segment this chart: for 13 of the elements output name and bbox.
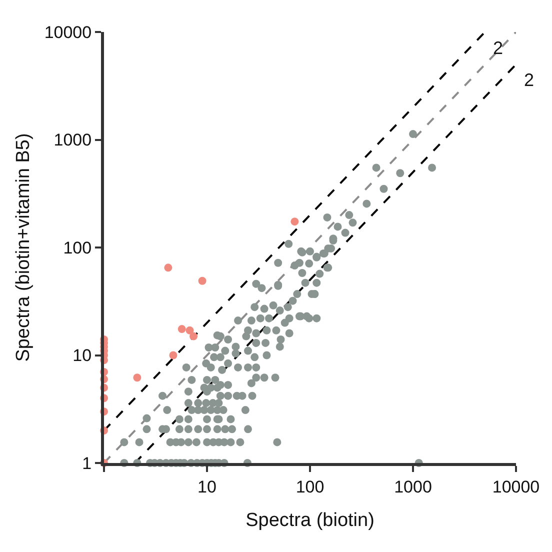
y-tick-label: 100 — [63, 238, 92, 258]
annotation: 2 — [524, 70, 534, 90]
x-axis-title: Spectra (biotin) — [246, 510, 374, 532]
x-tick-label: 100 — [296, 477, 324, 496]
annotation: 2 — [493, 38, 504, 58]
y-tick-label: 1000 — [54, 130, 92, 150]
y-tick-label: 10 — [72, 346, 92, 366]
y-axis-title: Spectra (biotin+vitamin B5) — [13, 133, 34, 362]
x-tick-label: 10000 — [492, 477, 540, 496]
y-tick-label: 1 — [82, 454, 92, 473]
x-tick-label: 10 — [198, 477, 216, 496]
y-tick-label: 10000 — [44, 22, 92, 42]
x-tick-label: 1000 — [394, 477, 432, 496]
